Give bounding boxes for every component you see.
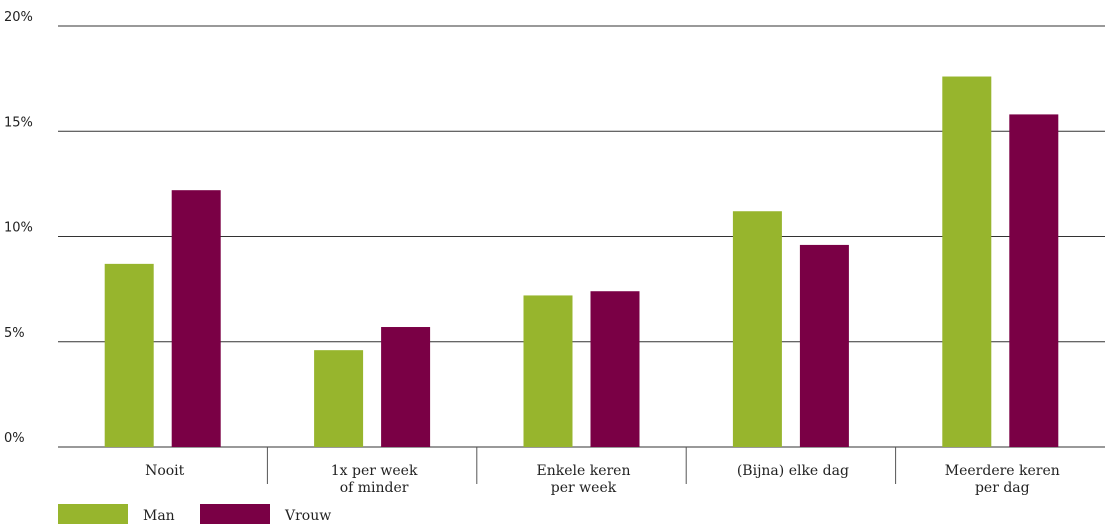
y-tick-label: 20% xyxy=(4,10,33,25)
category-label: Enkele keren xyxy=(537,463,631,479)
y-tick-label: 0% xyxy=(4,431,25,446)
bar-man-1 xyxy=(314,350,364,447)
bar-vrouw-2 xyxy=(590,291,640,447)
category-label: 1x per week xyxy=(331,463,418,479)
bar-man-4 xyxy=(942,76,992,448)
y-axis-tick-labels: 0% 5% 10% 15% 20% xyxy=(4,10,33,446)
bar-vrouw-4 xyxy=(1009,114,1059,447)
y-tick-label: 15% xyxy=(4,115,33,130)
category-label: Meerdere keren xyxy=(945,463,1060,479)
bar-vrouw-0 xyxy=(171,190,221,447)
bar-man-3 xyxy=(732,211,782,447)
category-label: of minder xyxy=(340,480,409,496)
bar-man-0 xyxy=(104,263,154,447)
legend-label-man: Man xyxy=(143,508,175,524)
legend-swatch-man xyxy=(58,504,128,524)
legend: Man Vrouw xyxy=(58,504,331,524)
y-tick-label: 5% xyxy=(4,326,25,341)
bar-man-2 xyxy=(523,295,573,447)
category-label: (Bijna) elke dag xyxy=(737,463,849,479)
bar-vrouw-3 xyxy=(799,244,849,447)
category-label: Nooit xyxy=(145,463,185,479)
legend-label-vrouw: Vrouw xyxy=(284,508,331,524)
legend-swatch-vrouw xyxy=(200,504,270,524)
gridlines xyxy=(58,25,1105,448)
y-tick-label: 10% xyxy=(4,221,33,236)
category-label: per week xyxy=(551,480,617,496)
category-label: per dag xyxy=(975,480,1030,496)
bars xyxy=(104,76,1059,448)
bar-vrouw-1 xyxy=(381,327,431,447)
